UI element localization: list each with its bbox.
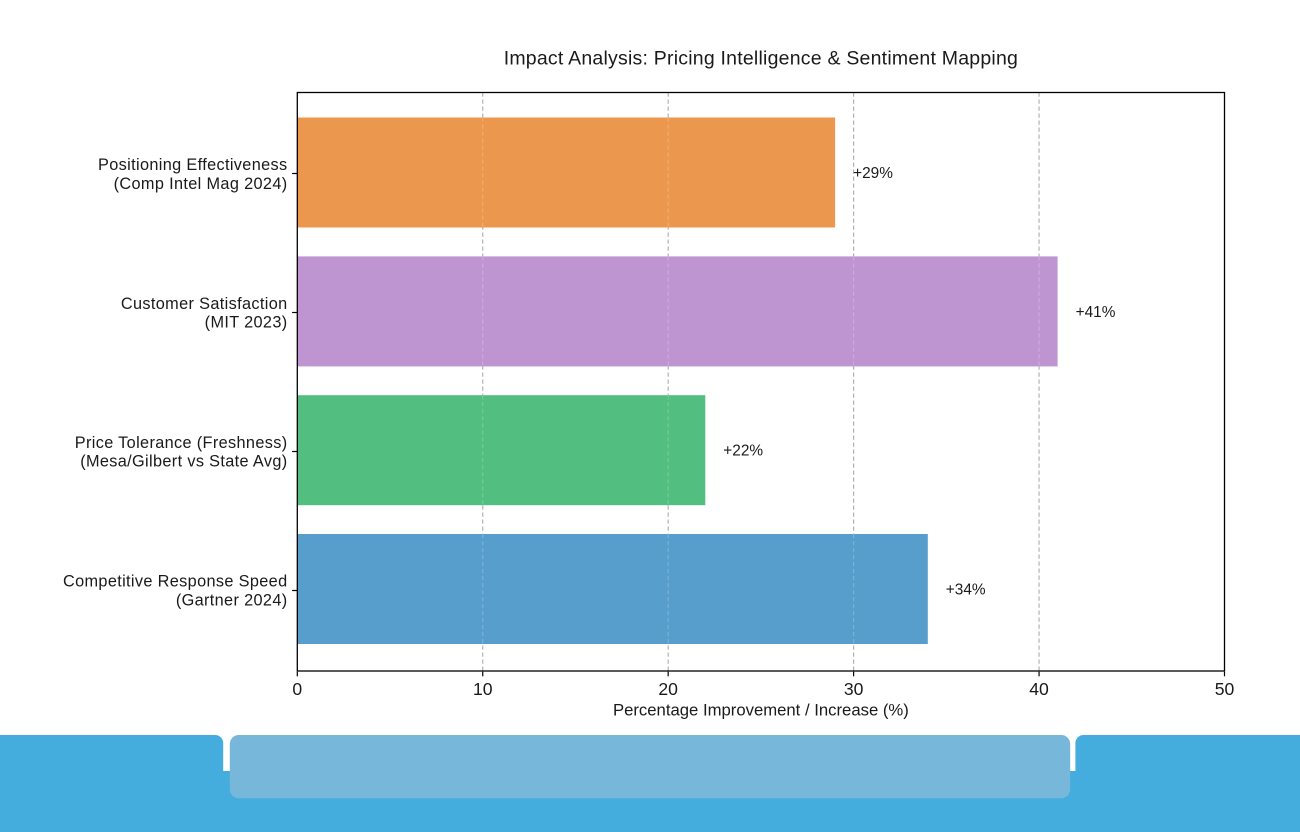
svg-text:(MIT 2023): (MIT 2023) — [205, 314, 288, 332]
svg-text:+22%: +22% — [723, 443, 763, 460]
svg-text:(Comp Intel Mag 2024): (Comp Intel Mag 2024) — [114, 175, 288, 193]
svg-text:Competitive Response Speed: Competitive Response Speed — [63, 573, 288, 591]
svg-text:Percentage Improvement / Incre: Percentage Improvement / Increase (%) — [613, 701, 909, 720]
svg-text:Positioning Effectiveness: Positioning Effectiveness — [98, 156, 287, 174]
svg-text:(Gartner 2024): (Gartner 2024) — [176, 591, 288, 609]
svg-text:30: 30 — [844, 679, 864, 699]
svg-text:Price Tolerance (Freshness): Price Tolerance (Freshness) — [75, 434, 288, 452]
svg-text:20: 20 — [658, 679, 678, 699]
svg-text:0: 0 — [292, 679, 302, 699]
svg-text:+41%: +41% — [1076, 304, 1116, 321]
svg-text:+29%: +29% — [853, 165, 893, 182]
svg-text:(Mesa/Gilbert vs State Avg): (Mesa/Gilbert vs State Avg) — [80, 453, 287, 471]
svg-text:40: 40 — [1029, 679, 1049, 699]
svg-text:Impact Analysis: Pricing Intel: Impact Analysis: Pricing Intelligence & … — [504, 47, 1018, 69]
svg-text:10: 10 — [473, 679, 493, 699]
svg-text:+34%: +34% — [946, 581, 986, 598]
svg-text:50: 50 — [1215, 679, 1235, 699]
svg-text:Customer Satisfaction: Customer Satisfaction — [121, 295, 288, 313]
